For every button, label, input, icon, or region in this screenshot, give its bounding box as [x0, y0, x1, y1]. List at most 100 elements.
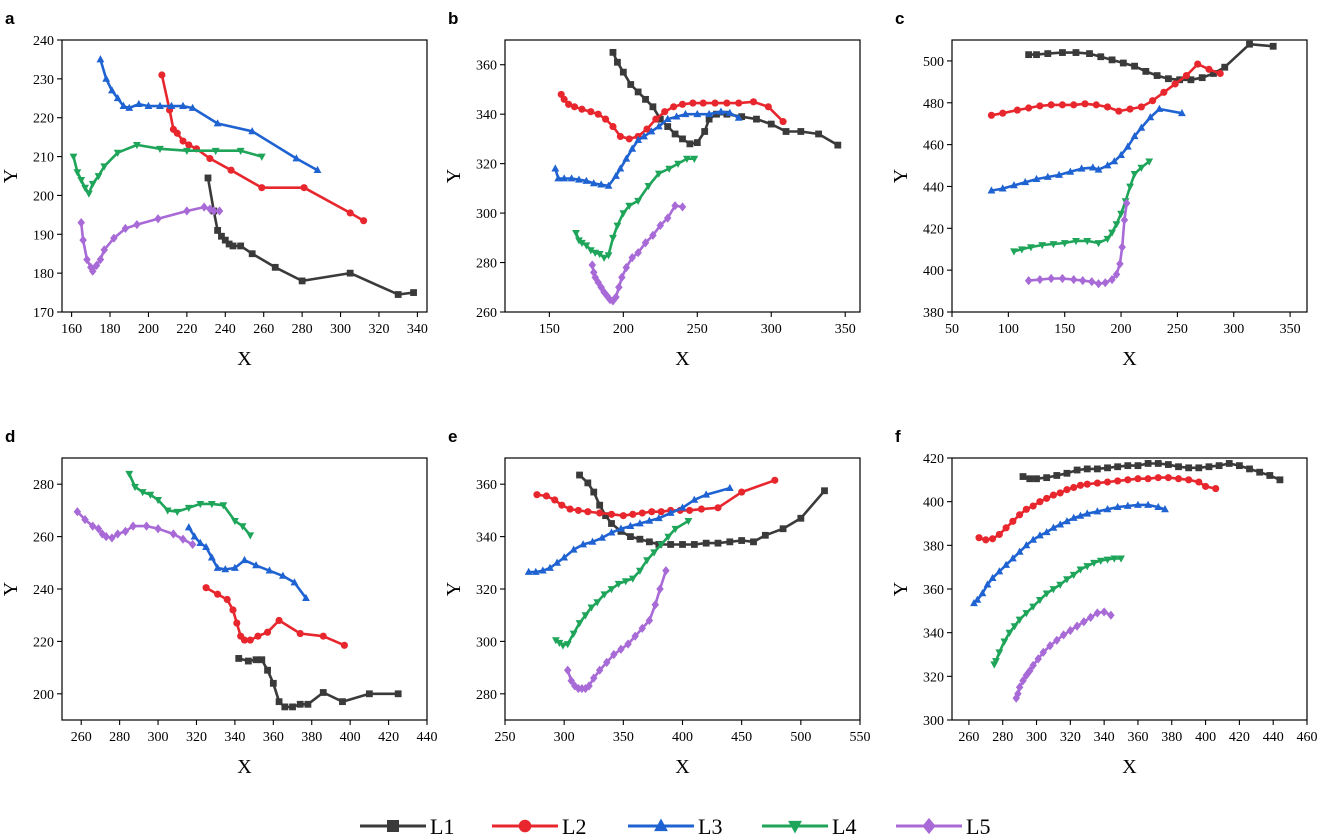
- data-point-L3: [717, 107, 725, 115]
- data-point-L1: [1221, 63, 1229, 71]
- data-point-L2: [1164, 474, 1172, 482]
- data-point-L5: [662, 566, 670, 576]
- data-point-L4: [1130, 171, 1139, 179]
- data-point-L1: [269, 679, 277, 687]
- plot-frame: [504, 39, 861, 313]
- data-point-L3: [628, 144, 637, 152]
- plot-frame: [61, 457, 428, 721]
- legend-label: L5: [966, 814, 990, 839]
- legend-item-L4: L4: [762, 814, 856, 839]
- x-tick-label: 240: [215, 322, 236, 337]
- data-point-L2: [1063, 486, 1071, 494]
- data-point-L1: [204, 174, 212, 182]
- data-point-L5: [188, 539, 197, 550]
- data-point-L2: [173, 129, 181, 137]
- data-point-L1: [1134, 462, 1142, 470]
- data-point-L5: [83, 254, 91, 265]
- data-point-L1: [394, 690, 402, 698]
- data-point-L4: [1117, 210, 1125, 218]
- legend-marker-L3: [654, 818, 668, 832]
- data-point-L3: [604, 181, 613, 189]
- data-point-L1: [1195, 464, 1203, 472]
- data-point-L4: [1103, 556, 1112, 564]
- data-point-L1: [275, 698, 283, 706]
- data-point-L2: [214, 590, 222, 598]
- data-point-L2: [240, 636, 249, 644]
- data-point-L1: [797, 514, 805, 522]
- data-point-L4: [619, 210, 628, 218]
- data-point-L3: [983, 580, 992, 588]
- data-point-L5: [183, 206, 191, 216]
- data-point-L5: [651, 600, 660, 610]
- y-axis-label: Y: [443, 582, 465, 596]
- data-point-L3: [144, 101, 153, 109]
- data-point-L4: [635, 567, 644, 575]
- data-point-L2: [570, 103, 579, 111]
- data-point-L5: [1034, 654, 1042, 664]
- data-point-L5: [1118, 242, 1126, 252]
- y-tick-label: 340: [476, 108, 497, 123]
- series-line-L5: [1014, 610, 1113, 700]
- data-point-L4: [559, 642, 567, 650]
- data-point-L3: [678, 503, 687, 511]
- data-point-L4: [1069, 571, 1078, 580]
- data-point-L4: [600, 254, 609, 262]
- y-axis-label: Y: [443, 169, 465, 183]
- data-point-L2: [678, 100, 687, 108]
- y-tick-label: 460: [923, 139, 944, 154]
- series-L2: [202, 584, 348, 649]
- series-L2: [158, 71, 368, 225]
- x-tick-label: 550: [850, 730, 871, 745]
- data-point-L1: [218, 232, 225, 240]
- data-point-L2: [594, 110, 602, 118]
- data-point-L2: [558, 501, 566, 509]
- data-point-L1: [679, 135, 686, 143]
- data-point-L5: [628, 253, 636, 263]
- data-point-L1: [690, 541, 698, 548]
- data-point-L3: [102, 74, 111, 82]
- data-point-L4: [609, 234, 617, 243]
- series-L4: [1010, 158, 1154, 256]
- data-point-L4: [555, 639, 564, 647]
- data-point-L3: [612, 171, 620, 179]
- legend-label: L2: [562, 814, 586, 839]
- data-point-L3: [690, 495, 699, 503]
- plot-frame: [951, 457, 1308, 721]
- data-point-L2: [652, 115, 660, 123]
- data-point-L4: [992, 658, 1000, 666]
- data-point-L4: [1112, 221, 1121, 229]
- data-point-L3: [553, 558, 561, 566]
- data-point-L1: [1256, 468, 1264, 476]
- data-point-L1: [627, 81, 635, 88]
- data-point-L1: [1104, 464, 1111, 472]
- data-point-L4: [1010, 623, 1019, 631]
- data-point-L4: [671, 525, 680, 533]
- series-L3: [96, 55, 322, 174]
- data-point-L5: [1086, 612, 1095, 622]
- data-point-L5: [615, 282, 623, 292]
- data-point-L1: [1044, 50, 1052, 57]
- data-point-L4: [604, 252, 613, 260]
- y-tick-label: 420: [923, 222, 944, 237]
- data-point-L4: [1000, 638, 1009, 646]
- data-point-L4: [581, 612, 590, 620]
- data-point-L5: [1120, 215, 1129, 225]
- data-point-L1: [576, 471, 583, 479]
- plot-frame: [951, 39, 1308, 313]
- data-point-L3: [1077, 164, 1086, 172]
- x-axis-label: X: [1122, 348, 1137, 370]
- data-point-L4: [184, 504, 193, 513]
- data-point-L4: [1026, 244, 1035, 252]
- y-tick-label: 360: [476, 478, 497, 493]
- data-point-L2: [629, 510, 637, 518]
- data-point-L4: [156, 145, 164, 154]
- series-L3: [551, 107, 743, 189]
- x-axis-label: X: [237, 756, 252, 778]
- data-point-L5: [200, 202, 208, 212]
- data-point-L4: [572, 229, 580, 238]
- y-axis-label: Y: [0, 169, 22, 183]
- x-tick-label: 280: [109, 730, 130, 745]
- x-tick-label: 300: [148, 730, 169, 745]
- data-point-L1: [753, 115, 760, 123]
- data-point-L4: [257, 153, 266, 161]
